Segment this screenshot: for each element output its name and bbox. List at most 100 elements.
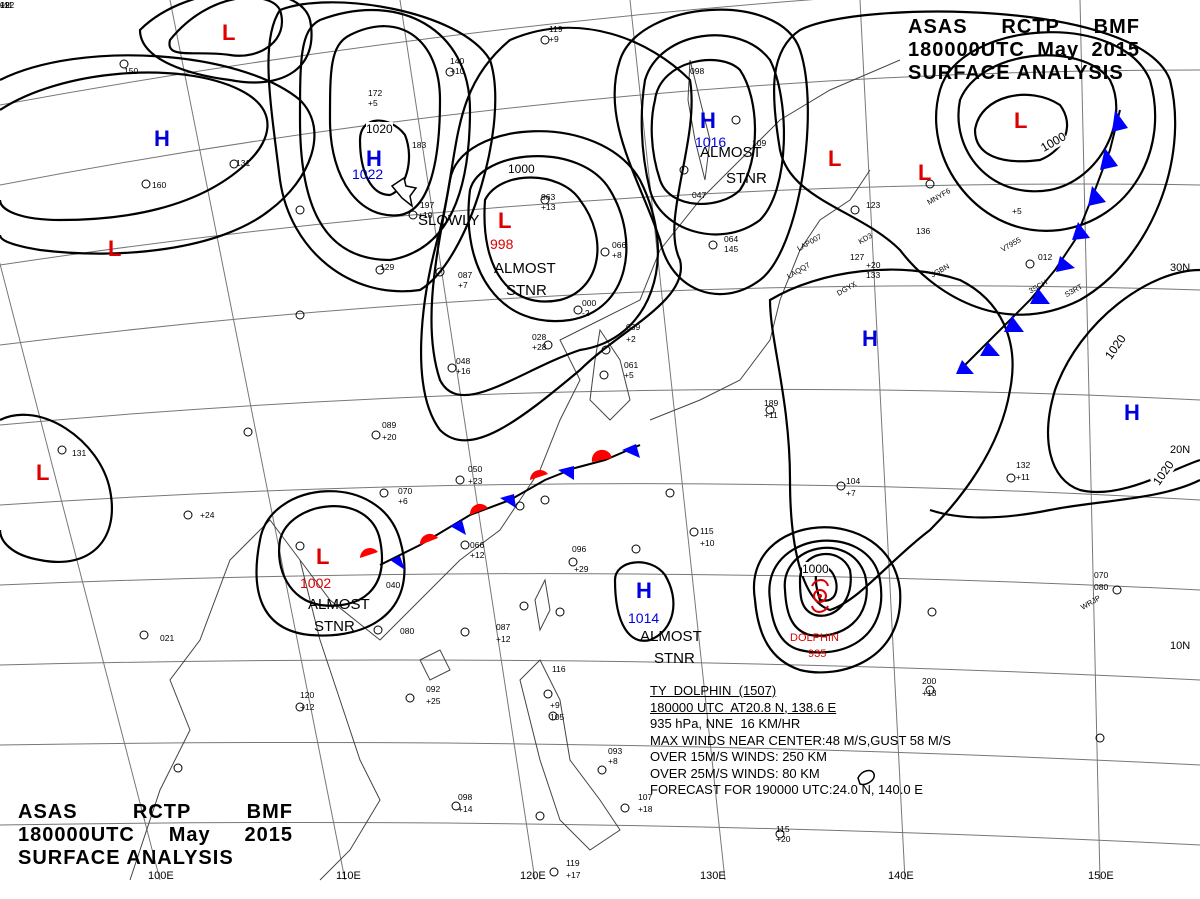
latitude-line [0, 69, 1200, 186]
pressure-center-value: 1022 [352, 166, 384, 182]
isobar [973, 93, 1069, 163]
station-value: 115 [700, 526, 714, 536]
typhoon-info-line: OVER 25M/S WINDS: 80 KM [650, 765, 820, 781]
header-agency: ASAS [18, 801, 78, 823]
longitude-line [859, 0, 906, 881]
motion-note: ALMOST [700, 144, 762, 161]
longitude-line [1079, 0, 1101, 881]
latitude-line [0, 659, 1200, 681]
isobar [298, 9, 472, 262]
movement-arrow [390, 176, 418, 208]
station-value: 131 [236, 158, 251, 168]
station-value: +20 [866, 260, 881, 270]
typhoon-forecast-ellipse [857, 769, 875, 786]
station-value: +11 [1016, 472, 1030, 482]
station-value: +7 [846, 488, 856, 498]
warm-front-semicircle [469, 503, 488, 515]
motion-arrow-icon [390, 176, 418, 208]
latitude-line [0, 822, 1200, 846]
station-value: 127 [850, 252, 865, 262]
station-value: +7 [458, 280, 468, 290]
station-value: +13 [541, 202, 556, 212]
station-value: 087 [496, 622, 511, 632]
station-value: 129 [380, 262, 395, 272]
typhoon-hook [811, 605, 829, 613]
station-value: +10 [418, 210, 433, 220]
header-year: 2015 [244, 824, 293, 846]
station-value: +2 [626, 334, 636, 344]
isobar [277, 505, 383, 607]
station-value: +16 [456, 366, 471, 376]
station-value: 066 [612, 240, 627, 250]
station-value: 105 [550, 712, 565, 722]
pressure-center-low: L [918, 160, 932, 185]
isobar [935, 31, 1157, 232]
graticule [0, 0, 1200, 881]
cold-front-triangle [1030, 288, 1050, 304]
header-title: SURFACE ANALYSIS [18, 847, 234, 869]
motion-note: STNR [314, 618, 355, 635]
station-value: +12 [470, 550, 485, 560]
station-value: 107 [638, 792, 653, 802]
isobar [358, 119, 410, 197]
isobar [419, 26, 693, 442]
isobar [798, 552, 852, 617]
isobar [650, 58, 757, 206]
motion-note: SLOWLY [418, 212, 480, 229]
station-plots [57, 35, 1122, 877]
coastline-japan [649, 169, 871, 421]
isobar [430, 130, 660, 397]
pressure-center-high: H [862, 326, 878, 351]
station-value: +5 [368, 98, 378, 108]
station-value: +10 [450, 66, 465, 76]
station-value: +13 [922, 688, 937, 698]
isobar [768, 268, 1014, 612]
isobar [613, 561, 675, 642]
header-source: BMF [1093, 16, 1140, 38]
pressure-center-value: 1002 [300, 575, 332, 591]
header-station: RCTP [1001, 16, 1060, 38]
isobar-label: 1020 [366, 122, 393, 136]
station-value: 098 [690, 66, 705, 76]
station-value: 000 [582, 298, 597, 308]
station-value: 132 [1016, 460, 1031, 470]
station-value: 066 [470, 540, 485, 550]
header-time: 180000UTC [18, 824, 135, 846]
isobar [267, 1, 497, 293]
station-value: +18 [638, 804, 653, 814]
coastline-hainan [419, 649, 451, 681]
isobar [0, 71, 269, 222]
station-value: 093 [608, 746, 623, 756]
isobar [772, 10, 1177, 316]
station-value: 963 [541, 192, 556, 202]
station-value: 160 [152, 180, 167, 190]
station-value: 064 [724, 234, 739, 244]
cold-front-triangle [1056, 256, 1075, 272]
isobar [929, 479, 1200, 519]
station-value: +6 [398, 496, 408, 506]
longitude-label: 150E [1088, 870, 1114, 882]
station-value: 131 [72, 448, 87, 458]
station-value: 080 [400, 626, 415, 636]
cold-front-triangle [980, 342, 1000, 356]
header-year: 2015 [1091, 39, 1140, 61]
header-time: 180000UTC [908, 39, 1025, 61]
station-value: 070 [398, 486, 413, 496]
warm-front-semicircle [530, 470, 548, 480]
pressure-center-high: H [154, 126, 170, 151]
station-value: 189 [764, 398, 779, 408]
longitude-label: 100E [148, 870, 174, 882]
coastline-korea [589, 328, 631, 421]
header-agency: ASAS [908, 16, 968, 38]
isobar-label: 1000 [508, 162, 535, 176]
pressure-center-low: L [108, 236, 122, 261]
station-value: 115 [776, 824, 790, 834]
station-value: 133 [866, 270, 881, 280]
cold-front-triangle [1100, 148, 1118, 170]
station-value: +14 [458, 804, 473, 814]
isobar [467, 155, 628, 323]
pressure-center-value: 1016 [695, 134, 727, 150]
coastline-indochina [299, 559, 381, 881]
longitude-label: 120E [520, 870, 546, 882]
